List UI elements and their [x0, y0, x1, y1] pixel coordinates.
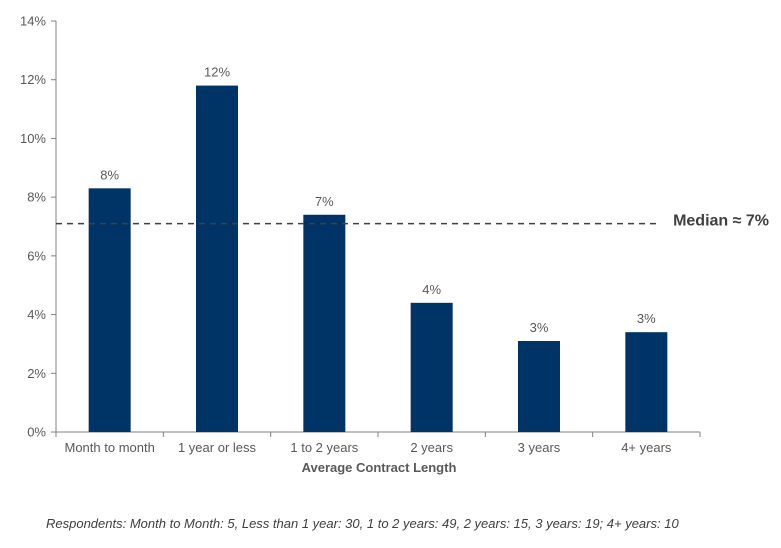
data-labels: 8% 12% 7% 4% 3% 3% [100, 65, 656, 335]
median-label: Median ≈ 7% [673, 213, 769, 230]
x-tick-label: 2 years [410, 440, 453, 455]
respondents-footnote: Respondents: Month to Month: 5, Less tha… [46, 516, 679, 531]
bar-value-label: 3% [530, 320, 549, 335]
bar-value-label: 8% [100, 167, 119, 182]
bar-chart: 0% 2% 4% 6% 8% 10% 12% 14% Month to month 1 year… [20, 14, 769, 476]
x-tick-label: 1 to 2 years [290, 440, 358, 455]
y-tick-label: 10% [20, 131, 46, 146]
x-axis-title: Average Contract Length [302, 460, 457, 475]
bar [410, 302, 453, 432]
bar [196, 85, 238, 432]
bar [303, 214, 346, 432]
y-tick-label: 12% [20, 72, 46, 87]
y-tick-label: 6% [27, 248, 46, 263]
y-tick-label: 14% [20, 14, 46, 29]
y-tick-label: 8% [27, 190, 46, 205]
bars [88, 85, 668, 432]
x-tick-label: 1 year or less [178, 440, 257, 455]
y-tick-label: 2% [27, 366, 46, 381]
bar-value-label: 3% [637, 311, 656, 326]
bar-value-label: 7% [315, 194, 334, 209]
y-tick-label: 4% [27, 307, 46, 322]
median-reference: Median ≈ 7% [56, 213, 769, 230]
bar [518, 340, 560, 432]
x-axis: Month to month 1 year or less 1 to 2 years… [55, 431, 701, 455]
x-tick-label: Month to month [65, 440, 155, 455]
bar [88, 188, 131, 432]
bar [625, 332, 668, 432]
bar-value-label: 12% [204, 65, 230, 80]
y-axis: 0% 2% 4% 6% 8% 10% 12% 14% [20, 14, 57, 440]
bar-value-label: 4% [422, 282, 441, 297]
x-tick-label: 3 years [518, 440, 561, 455]
x-tick-label: 4+ years [621, 440, 672, 455]
y-tick-label: 0% [27, 425, 46, 440]
